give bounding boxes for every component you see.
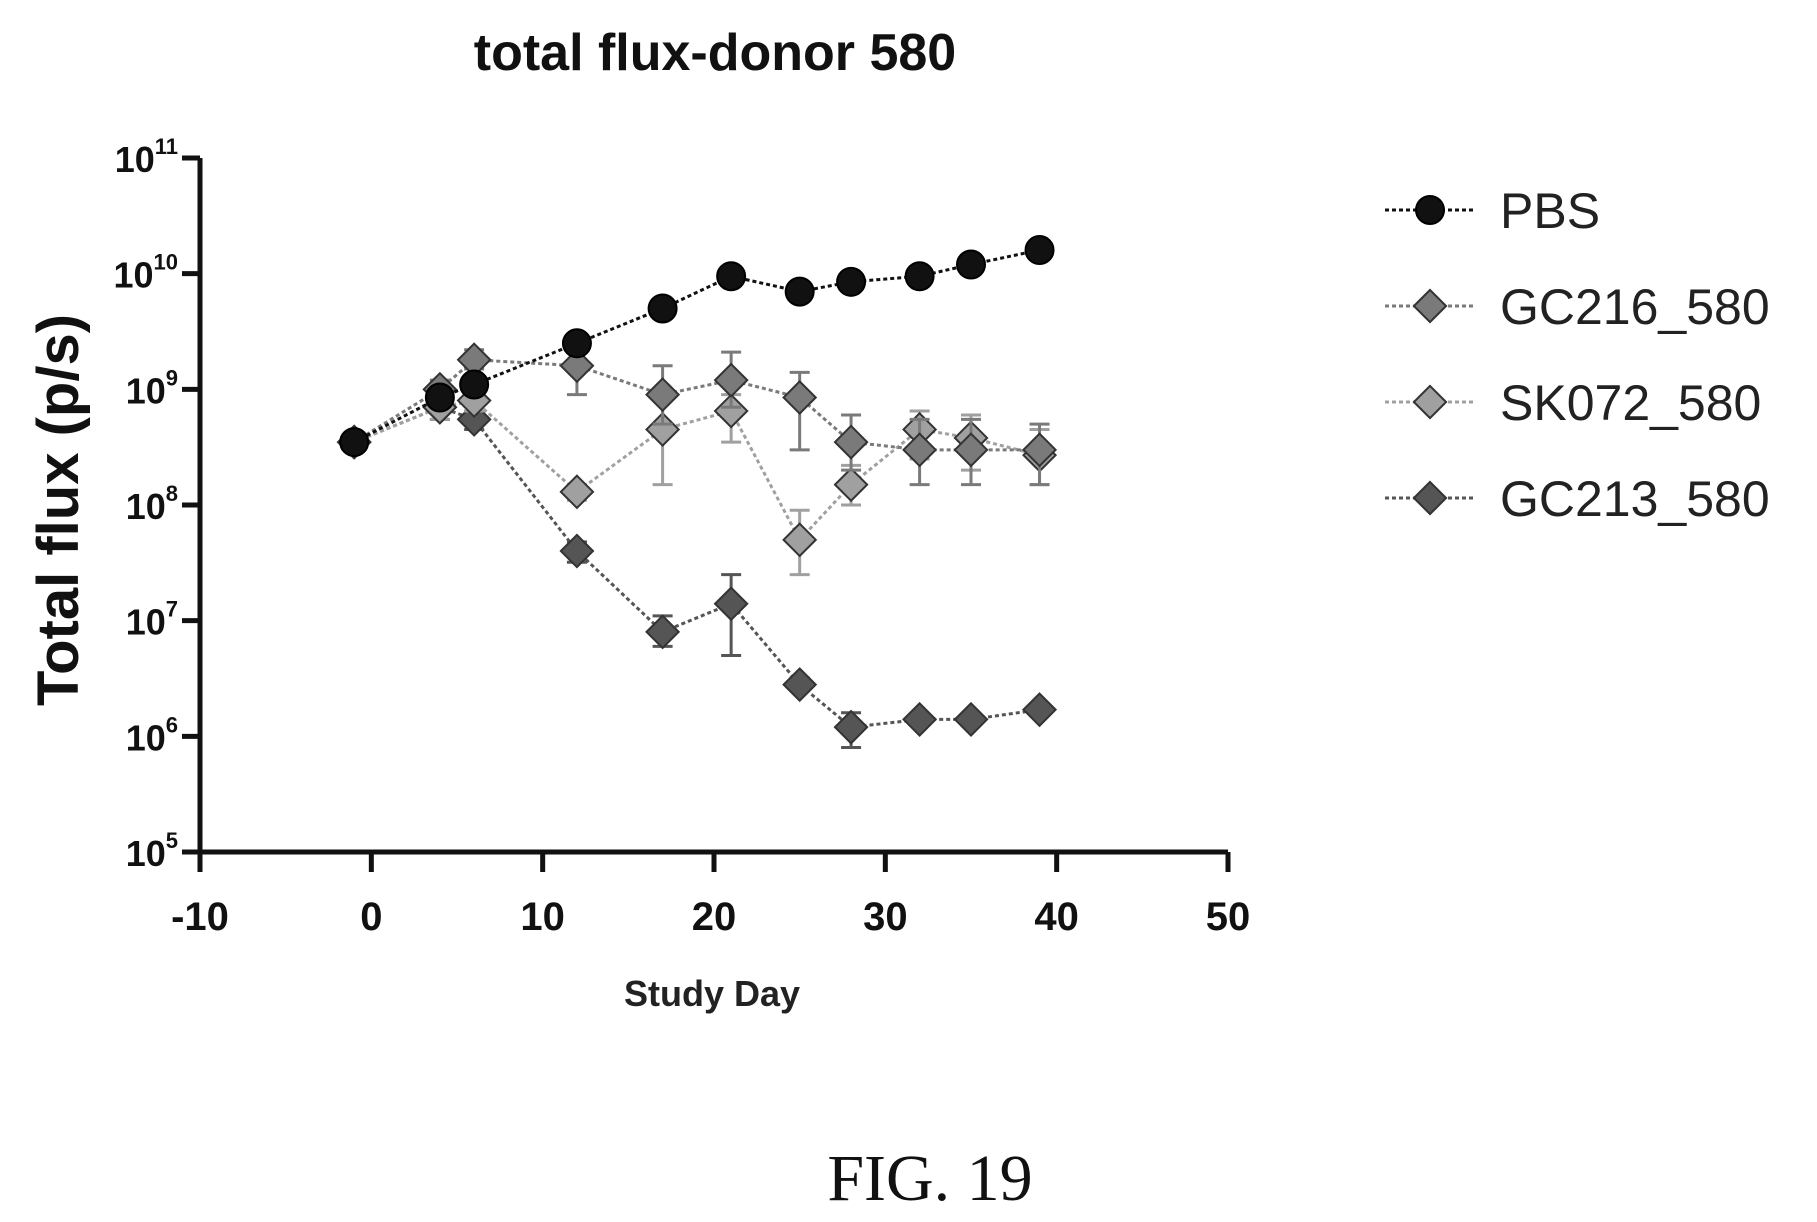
legend-marker bbox=[1412, 384, 1448, 420]
y-ticks: 105 106 107 108 109 1010 1011 bbox=[113, 134, 200, 874]
data-point bbox=[713, 393, 749, 429]
legend-marker bbox=[1412, 480, 1448, 516]
data-point bbox=[953, 701, 989, 737]
data-point bbox=[784, 276, 815, 307]
legend-item: GC213_580 bbox=[1385, 471, 1770, 527]
data-point bbox=[1022, 432, 1058, 468]
data-point bbox=[645, 614, 681, 650]
legend-marker bbox=[1415, 195, 1445, 225]
y-tick-label: 1011 bbox=[115, 134, 178, 180]
data-point bbox=[902, 432, 938, 468]
data-point bbox=[647, 293, 678, 324]
data-point bbox=[833, 709, 869, 745]
data-point bbox=[1022, 692, 1058, 728]
y-tick-label: 109 bbox=[126, 365, 178, 411]
series-layer bbox=[336, 235, 1058, 750]
series-line bbox=[353, 358, 1040, 452]
data-point bbox=[716, 261, 747, 292]
axes bbox=[197, 158, 1228, 855]
series-PBS bbox=[339, 235, 1055, 458]
y-tick-label: 105 bbox=[126, 828, 178, 874]
series-line bbox=[353, 398, 1040, 543]
chart-title: total flux-donor 580 bbox=[474, 24, 956, 82]
y-tick-label: 106 bbox=[126, 712, 178, 758]
data-point bbox=[833, 467, 869, 503]
data-point bbox=[561, 328, 592, 359]
data-point bbox=[782, 667, 818, 703]
data-point bbox=[645, 411, 681, 447]
legend-item: GC216_580 bbox=[1385, 279, 1770, 335]
legend-label: PBS bbox=[1500, 183, 1600, 239]
data-point bbox=[645, 377, 681, 413]
x-tick-label: 30 bbox=[863, 895, 908, 939]
y-tick-label: 108 bbox=[126, 481, 178, 527]
x-tick-label: 10 bbox=[520, 895, 565, 939]
series-line bbox=[353, 405, 1040, 729]
data-point bbox=[904, 261, 935, 292]
figure-caption: FIG. 19 bbox=[827, 1142, 1032, 1215]
data-point bbox=[559, 474, 595, 510]
legend-label: SK072_580 bbox=[1500, 375, 1761, 431]
data-point bbox=[713, 586, 749, 622]
x-tick-label: 50 bbox=[1206, 895, 1251, 939]
legend-label: GC213_580 bbox=[1500, 471, 1770, 527]
legend-item: PBS bbox=[1385, 183, 1600, 239]
x-tick-label: 0 bbox=[360, 895, 382, 939]
legend-item: SK072_580 bbox=[1385, 375, 1761, 431]
data-point bbox=[782, 522, 818, 558]
data-point bbox=[902, 701, 938, 737]
x-axis-label: Study Day bbox=[624, 973, 800, 1014]
y-tick-label: 1010 bbox=[113, 250, 178, 296]
data-point bbox=[833, 424, 869, 460]
data-point bbox=[459, 369, 490, 400]
legend: PBS GC216_580 SK072_580 GC213_580 bbox=[1385, 183, 1770, 527]
y-tick-label: 107 bbox=[126, 597, 178, 643]
legend-label: GC216_580 bbox=[1500, 279, 1770, 335]
data-point bbox=[782, 379, 818, 416]
data-point bbox=[713, 362, 749, 398]
data-point bbox=[424, 382, 455, 413]
x-tick-label: 20 bbox=[692, 895, 737, 939]
data-point bbox=[953, 432, 989, 468]
data-point bbox=[559, 348, 595, 384]
data-point bbox=[339, 427, 370, 458]
series-GC213_580 bbox=[336, 389, 1058, 750]
series-line bbox=[353, 248, 1040, 444]
data-point bbox=[1024, 235, 1055, 266]
x-tick-label: 40 bbox=[1034, 895, 1079, 939]
legend-marker bbox=[1412, 288, 1448, 324]
x-ticks: -10 0 10 20 30 40 50 bbox=[171, 852, 1250, 939]
series-SK072_580 bbox=[336, 383, 1058, 577]
x-tick-label: -10 bbox=[171, 895, 229, 939]
y-axis-label: Total flux (p/s) bbox=[26, 314, 91, 706]
data-point bbox=[559, 533, 595, 569]
data-point bbox=[956, 249, 986, 280]
data-point bbox=[836, 266, 867, 297]
